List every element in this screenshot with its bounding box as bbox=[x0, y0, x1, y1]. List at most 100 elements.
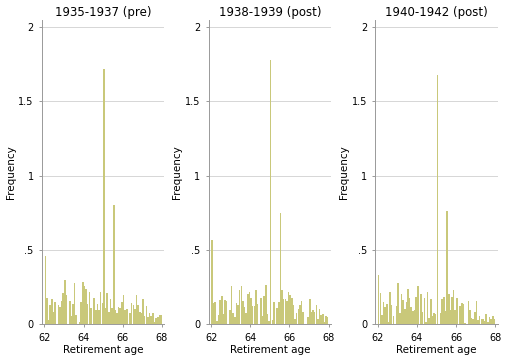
Bar bbox=[76, 316, 77, 324]
Bar bbox=[325, 316, 327, 324]
Bar bbox=[152, 313, 154, 324]
Bar bbox=[409, 298, 410, 324]
Bar bbox=[213, 303, 214, 324]
Bar bbox=[428, 318, 430, 324]
Bar bbox=[415, 297, 417, 324]
Bar bbox=[90, 308, 92, 324]
Bar bbox=[474, 312, 476, 324]
Bar bbox=[391, 305, 392, 324]
Bar bbox=[381, 315, 383, 324]
Bar bbox=[250, 297, 252, 324]
Bar bbox=[412, 311, 414, 324]
Bar bbox=[155, 318, 157, 324]
Bar bbox=[296, 313, 298, 324]
Bar bbox=[487, 322, 489, 324]
Y-axis label: Frequency: Frequency bbox=[172, 145, 182, 199]
Bar bbox=[420, 294, 422, 324]
Bar bbox=[309, 299, 310, 324]
Bar bbox=[450, 310, 451, 324]
Bar bbox=[482, 319, 484, 324]
Bar bbox=[218, 316, 220, 324]
Bar bbox=[462, 304, 464, 324]
Bar bbox=[411, 306, 412, 324]
Bar bbox=[307, 317, 309, 324]
Bar bbox=[89, 292, 90, 324]
Bar bbox=[327, 317, 329, 324]
Bar bbox=[121, 302, 123, 324]
Bar bbox=[98, 310, 100, 324]
Bar bbox=[144, 316, 146, 324]
Bar bbox=[112, 308, 113, 324]
Bar bbox=[423, 298, 425, 324]
Bar bbox=[58, 305, 59, 324]
Bar bbox=[220, 300, 221, 324]
Bar bbox=[476, 301, 477, 324]
Bar bbox=[151, 316, 152, 324]
Bar bbox=[437, 75, 438, 324]
Bar bbox=[223, 314, 224, 324]
Bar bbox=[159, 316, 160, 324]
Bar bbox=[303, 312, 304, 324]
Bar bbox=[445, 311, 446, 324]
Bar bbox=[276, 308, 278, 324]
Bar bbox=[70, 316, 72, 324]
Bar bbox=[244, 306, 245, 324]
Bar bbox=[389, 292, 391, 324]
Bar bbox=[140, 313, 142, 324]
Bar bbox=[214, 301, 216, 324]
Bar bbox=[46, 298, 48, 324]
Bar bbox=[69, 301, 70, 324]
Bar bbox=[273, 302, 275, 324]
Bar bbox=[149, 313, 151, 324]
Bar bbox=[93, 297, 95, 324]
Bar bbox=[245, 313, 247, 324]
Bar bbox=[311, 312, 312, 324]
Bar bbox=[401, 294, 402, 324]
Bar bbox=[396, 305, 397, 324]
Bar bbox=[87, 304, 88, 324]
Bar bbox=[490, 319, 492, 324]
Bar bbox=[407, 289, 409, 324]
Bar bbox=[323, 322, 325, 324]
Bar bbox=[414, 310, 415, 324]
Bar bbox=[454, 310, 456, 324]
Bar bbox=[236, 303, 237, 324]
Bar bbox=[299, 305, 301, 324]
Bar bbox=[132, 305, 134, 324]
Bar bbox=[430, 299, 431, 324]
Bar bbox=[484, 321, 485, 324]
Bar bbox=[314, 312, 315, 324]
Bar bbox=[425, 322, 427, 324]
Bar bbox=[262, 316, 263, 324]
Bar bbox=[240, 286, 242, 324]
Bar bbox=[433, 313, 435, 324]
Bar bbox=[317, 318, 319, 324]
Bar bbox=[113, 205, 115, 324]
Bar bbox=[456, 297, 458, 324]
Bar bbox=[263, 296, 265, 324]
Bar bbox=[451, 297, 453, 324]
Bar bbox=[64, 280, 65, 324]
Title: 1938-1939 (post): 1938-1939 (post) bbox=[219, 5, 321, 18]
Bar bbox=[293, 305, 294, 324]
Bar bbox=[283, 299, 284, 324]
Bar bbox=[431, 316, 433, 324]
Bar bbox=[139, 312, 140, 324]
Bar bbox=[62, 293, 64, 324]
Bar bbox=[319, 309, 320, 324]
Bar bbox=[404, 309, 406, 324]
Bar bbox=[265, 285, 267, 324]
Bar bbox=[459, 306, 461, 324]
Bar bbox=[131, 303, 132, 324]
Bar bbox=[289, 295, 291, 324]
Bar bbox=[315, 305, 317, 324]
Bar bbox=[464, 323, 466, 324]
Bar bbox=[49, 305, 51, 324]
Bar bbox=[105, 308, 106, 324]
Bar bbox=[492, 317, 493, 324]
Title: 1940-1942 (post): 1940-1942 (post) bbox=[385, 5, 488, 18]
Bar bbox=[142, 299, 144, 324]
Bar bbox=[435, 314, 437, 324]
Bar bbox=[134, 309, 136, 324]
Bar bbox=[136, 295, 137, 324]
